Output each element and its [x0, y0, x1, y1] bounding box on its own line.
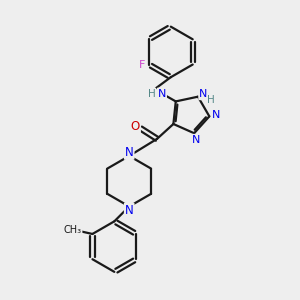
Text: N: N	[199, 89, 208, 99]
Text: H: H	[208, 95, 215, 105]
Text: N: N	[125, 146, 134, 159]
Text: N: N	[158, 88, 166, 98]
Text: N: N	[212, 110, 220, 120]
Text: H: H	[148, 88, 155, 98]
Text: F: F	[139, 59, 146, 70]
Text: N: N	[191, 135, 200, 145]
Text: CH₃: CH₃	[64, 224, 82, 235]
Text: N: N	[125, 203, 134, 217]
Text: O: O	[131, 120, 140, 133]
